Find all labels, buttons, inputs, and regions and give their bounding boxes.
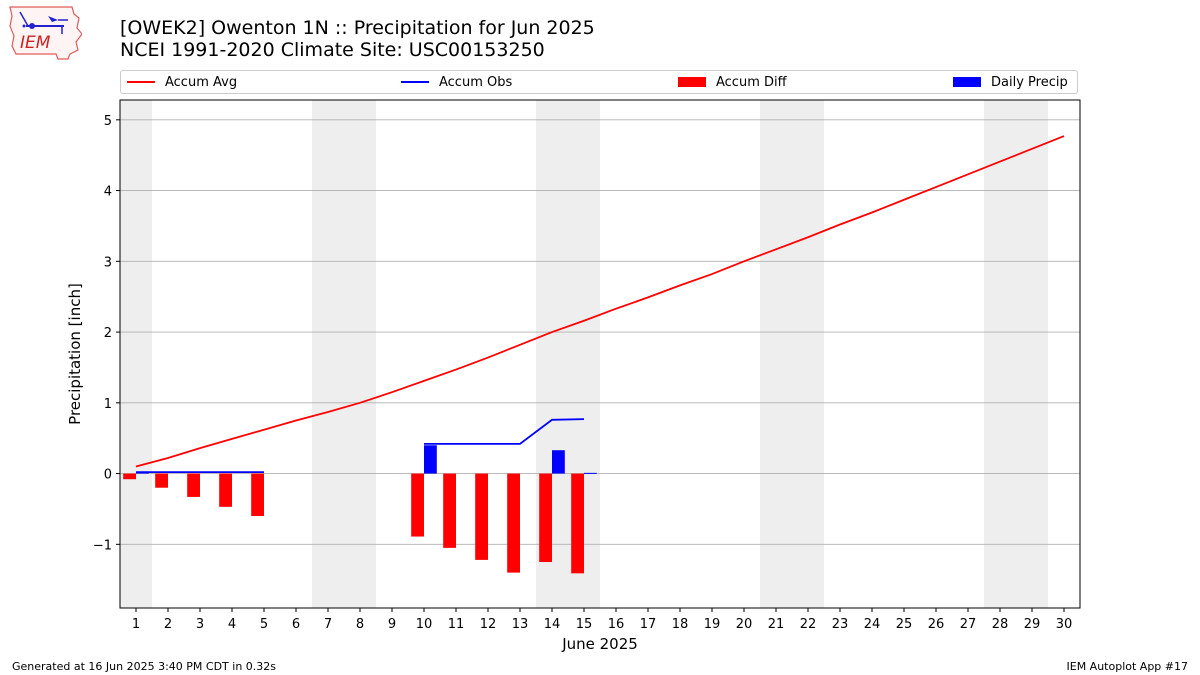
y-axis-label: Precipitation [inch] bbox=[66, 283, 84, 425]
line-accum-avg bbox=[135, 135, 1065, 468]
bar-daily-precip-14 bbox=[552, 450, 565, 474]
legend-item-accum-avg: Accum Avg bbox=[127, 71, 237, 93]
y-tick-label: 4 bbox=[104, 185, 112, 200]
bar-accum-diff-11 bbox=[443, 473, 456, 548]
x-tick-label: 7 bbox=[324, 617, 332, 632]
legend-swatch-daily-precip bbox=[953, 77, 981, 87]
chart-title: [OWEK2] Owenton 1N :: Precipitation for … bbox=[120, 17, 595, 39]
x-tick-label: 11 bbox=[448, 617, 465, 632]
x-tick-label: 29 bbox=[1024, 617, 1041, 632]
y-tick-label: 5 bbox=[104, 114, 112, 129]
x-tick-label: 3 bbox=[196, 617, 204, 632]
x-tick-label: 24 bbox=[864, 617, 881, 632]
weekend-shade-3 bbox=[760, 100, 824, 608]
x-tick-label: 18 bbox=[672, 617, 689, 632]
legend-label-accum-avg: Accum Avg bbox=[165, 74, 238, 90]
y-tick-label: 1 bbox=[104, 397, 112, 412]
weekend-shade-1 bbox=[312, 100, 376, 608]
x-tick-label: 2 bbox=[164, 617, 172, 632]
x-tick-label: 22 bbox=[800, 617, 817, 632]
bar-daily-precip-15 bbox=[584, 472, 597, 474]
app-credit: IEM Autoplot App #17 bbox=[1066, 660, 1189, 673]
x-tick-label: 19 bbox=[704, 617, 721, 632]
x-tick-label: 1 bbox=[132, 617, 140, 632]
x-tick-label: 14 bbox=[544, 617, 561, 632]
line-accum-obs-segment-1 bbox=[424, 418, 585, 445]
legend-item-accum-diff: Accum Diff bbox=[678, 71, 787, 93]
bar-accum-diff-13 bbox=[507, 473, 520, 573]
legend-label-daily-precip: Daily Precip bbox=[991, 74, 1068, 90]
y-tick-label: 0 bbox=[104, 468, 112, 483]
chart-legend: Accum Avg Accum Obs Accum Diff Daily Pre… bbox=[120, 70, 1078, 94]
x-tick-label: 20 bbox=[736, 617, 753, 632]
bar-daily-precip-10 bbox=[424, 445, 437, 474]
bar-accum-diff-2 bbox=[155, 473, 168, 488]
generated-timestamp: Generated at 16 Jun 2025 3:40 PM CDT in … bbox=[12, 660, 277, 673]
bar-accum-diff-3 bbox=[187, 473, 200, 497]
x-tick-label: 30 bbox=[1056, 617, 1073, 632]
bar-accum-diff-14 bbox=[539, 473, 552, 563]
x-tick-label: 15 bbox=[576, 617, 593, 632]
x-tick-label: 26 bbox=[928, 617, 945, 632]
x-tick-label: 9 bbox=[388, 617, 396, 632]
x-tick-label: 21 bbox=[768, 617, 785, 632]
plot-area bbox=[119, 99, 1081, 609]
bar-accum-diff-4 bbox=[219, 473, 232, 507]
x-tick-label: 13 bbox=[512, 617, 529, 632]
legend-label-accum-obs: Accum Obs bbox=[439, 74, 513, 90]
x-tick-label: 25 bbox=[896, 617, 913, 632]
weekend-shade-0 bbox=[120, 100, 152, 608]
bar-accum-diff-15 bbox=[571, 473, 584, 574]
weekend-shade-4 bbox=[984, 100, 1048, 608]
svg-text:IEM: IEM bbox=[20, 33, 51, 53]
x-tick-label: 28 bbox=[992, 617, 1009, 632]
y-tick-label: −1 bbox=[93, 538, 112, 553]
x-axis-label: June 2025 bbox=[561, 635, 638, 653]
x-tick-label: 5 bbox=[260, 617, 268, 632]
legend-item-accum-obs: Accum Obs bbox=[401, 71, 512, 93]
x-tick-label: 16 bbox=[608, 617, 625, 632]
y-tick-label: 3 bbox=[104, 255, 112, 270]
x-tick-label: 12 bbox=[480, 617, 497, 632]
legend-swatch-accum-diff bbox=[678, 77, 706, 87]
x-tick-label: 23 bbox=[832, 617, 849, 632]
chart-subtitle: NCEI 1991-2020 Climate Site: USC00153250 bbox=[120, 39, 545, 61]
x-tick-label: 10 bbox=[416, 617, 433, 632]
bar-accum-diff-10 bbox=[411, 473, 424, 537]
x-tick-label: 17 bbox=[640, 617, 657, 632]
x-tick-label: 4 bbox=[228, 617, 236, 632]
legend-swatch-accum-avg bbox=[127, 81, 155, 83]
x-tick-label: 6 bbox=[292, 617, 300, 632]
iem-logo: IEM bbox=[9, 6, 82, 60]
bar-accum-diff-1 bbox=[123, 473, 136, 480]
legend-swatch-accum-obs bbox=[401, 81, 429, 83]
bar-accum-diff-12 bbox=[475, 473, 488, 560]
y-tick-label: 2 bbox=[104, 326, 112, 341]
legend-label-accum-diff: Accum Diff bbox=[716, 74, 787, 90]
x-tick-label: 27 bbox=[960, 617, 977, 632]
legend-item-daily-precip: Daily Precip bbox=[953, 71, 1068, 93]
x-tick-label: 8 bbox=[356, 617, 364, 632]
bar-accum-diff-5 bbox=[251, 473, 264, 517]
